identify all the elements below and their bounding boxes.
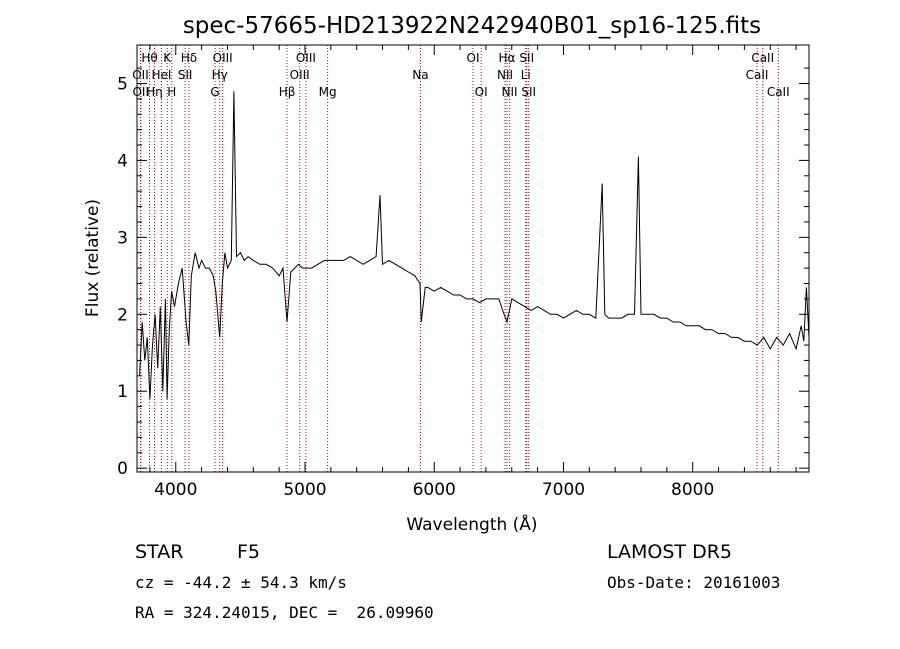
y-tick-label: 3 <box>117 228 128 248</box>
line-marker-label: OIII <box>213 51 233 65</box>
line-marker-label: Hγ <box>212 68 228 82</box>
x-tick-label: 4000 <box>154 480 197 500</box>
line-marker-label: SII <box>521 85 536 99</box>
line-marker-label: Mg <box>319 85 337 99</box>
spectrum-line <box>139 91 810 399</box>
velocity-readout: cz = -44.2 ± 54.3 km/s <box>135 573 347 592</box>
x-axis-label: Wavelength (Å) <box>406 513 537 535</box>
line-marker-label: OI <box>475 85 488 99</box>
line-marker-label: K <box>163 51 172 65</box>
obs-date: Obs-Date: 20161003 <box>607 573 781 592</box>
line-marker-label: OIII <box>290 68 310 82</box>
y-axis-label: Flux (relative) <box>83 199 103 317</box>
line-marker-label: SII <box>519 51 534 65</box>
chart-title: spec-57665-HD213922N242940B01_sp16-125.f… <box>183 13 761 39</box>
line-marker-label: OIII <box>296 51 316 65</box>
x-tick-label: 6000 <box>413 480 456 500</box>
line-marker-label: NII <box>497 68 513 82</box>
object-class: STAR <box>135 541 184 563</box>
line-marker-label: Na <box>412 68 428 82</box>
line-marker-label: Hη <box>146 85 163 99</box>
line-marker-label: Hθ <box>141 51 157 65</box>
coordinates: RA = 324.24015, DEC = 26.09960 <box>135 603 434 622</box>
y-tick-label: 2 <box>117 305 128 325</box>
line-marker-label: Li <box>521 68 531 82</box>
line-marker-label: G <box>210 85 219 99</box>
y-tick-label: 5 <box>117 74 128 94</box>
plot-frame <box>136 44 810 473</box>
x-axis: 4000 5000 6000 7000 8000 <box>149 45 797 500</box>
line-marker-label: OII <box>132 68 149 82</box>
line-marker-label: Hδ <box>181 51 197 65</box>
line-markers <box>139 45 779 472</box>
line-marker-label: OI <box>467 51 480 65</box>
line-marker-label: CaII <box>751 51 774 65</box>
line-marker-label: H <box>167 85 176 99</box>
line-marker-label: Hα <box>499 51 516 65</box>
x-tick-label: 7000 <box>542 480 585 500</box>
line-marker-label: CaII <box>767 85 790 99</box>
line-marker-label: SII <box>178 68 193 82</box>
subclass: F5 <box>237 541 261 563</box>
y-tick-label: 4 <box>117 151 128 171</box>
y-tick-label: 0 <box>117 459 128 479</box>
y-tick-label: 1 <box>117 382 128 402</box>
survey-name: LAMOST DR5 <box>607 541 732 563</box>
x-tick-label: 5000 <box>283 480 326 500</box>
line-marker-label: NII <box>502 85 518 99</box>
x-tick-label: 8000 <box>671 480 714 500</box>
line-marker-label: Hβ <box>279 85 296 99</box>
line-marker-label: HeI <box>151 68 171 82</box>
line-marker-label: CaII <box>746 68 769 82</box>
y-axis: 0 1 2 3 4 5 <box>117 67 809 479</box>
